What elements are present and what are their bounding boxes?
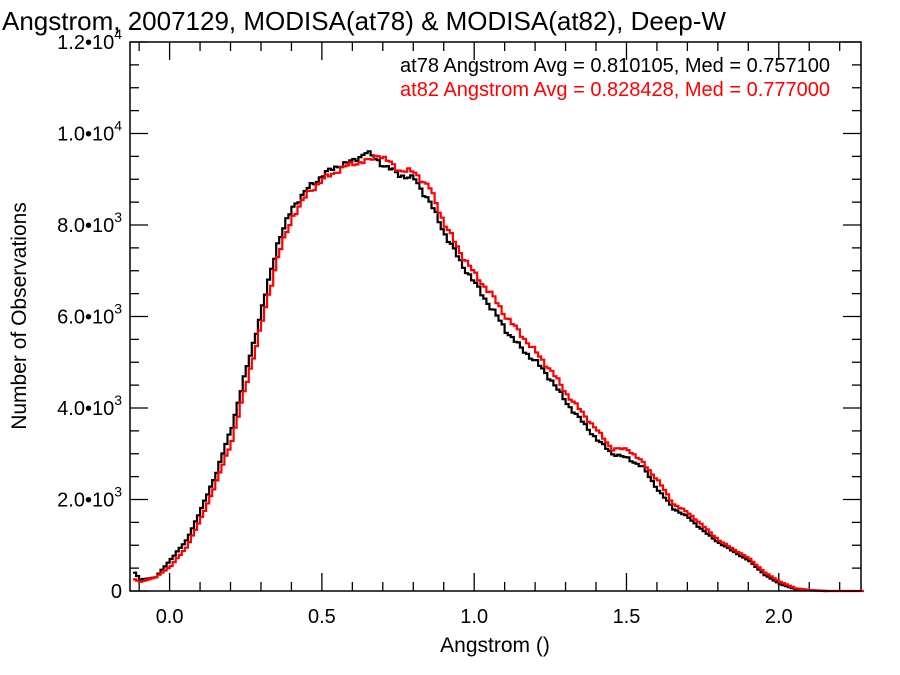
plot-frame	[129, 41, 862, 592]
x-axis-label: Angstrom ()	[440, 634, 550, 657]
y-tick-label: 1.0•104	[57, 118, 122, 146]
x-tick-label: 1.0	[460, 606, 488, 628]
y-tick-label: 2.0•103	[57, 484, 122, 512]
x-tick-label: 2.0	[765, 606, 793, 628]
series-line-at78	[133, 150, 828, 593]
x-axis-ticks: 0.0 0.5 1.0 1.5 2.0	[138, 42, 841, 628]
y-tick-label: 1.2•104	[57, 26, 122, 54]
y-tick-label: 4.0•103	[57, 392, 122, 420]
x-tick-label: 0.5	[308, 606, 336, 628]
series-line-at82	[133, 154, 864, 593]
legend-stat-at78: at78 Angstrom Avg = 0.810105, Med = 0.75…	[400, 55, 830, 77]
chart-title: Angstrom, 2007129, MODISA(at78) & MODISA…	[2, 6, 726, 36]
x-tick-label: 1.5	[613, 606, 641, 628]
y-axis-label: Number of Observations	[8, 202, 31, 430]
legend-stat-at82: at82 Angstrom Avg = 0.828428, Med = 0.77…	[400, 79, 830, 101]
y-tick-label: 0	[111, 581, 122, 603]
series-layer	[133, 150, 864, 593]
y-tick-label: 8.0•103	[57, 209, 122, 237]
y-tick-label: 6.0•103	[57, 301, 122, 329]
x-tick-label: 0.0	[156, 606, 184, 628]
y-axis-ticks: 0 2.0•103 4.0•103 6.0•103 8.0•103 1.0•104 1.2•…	[57, 26, 861, 603]
